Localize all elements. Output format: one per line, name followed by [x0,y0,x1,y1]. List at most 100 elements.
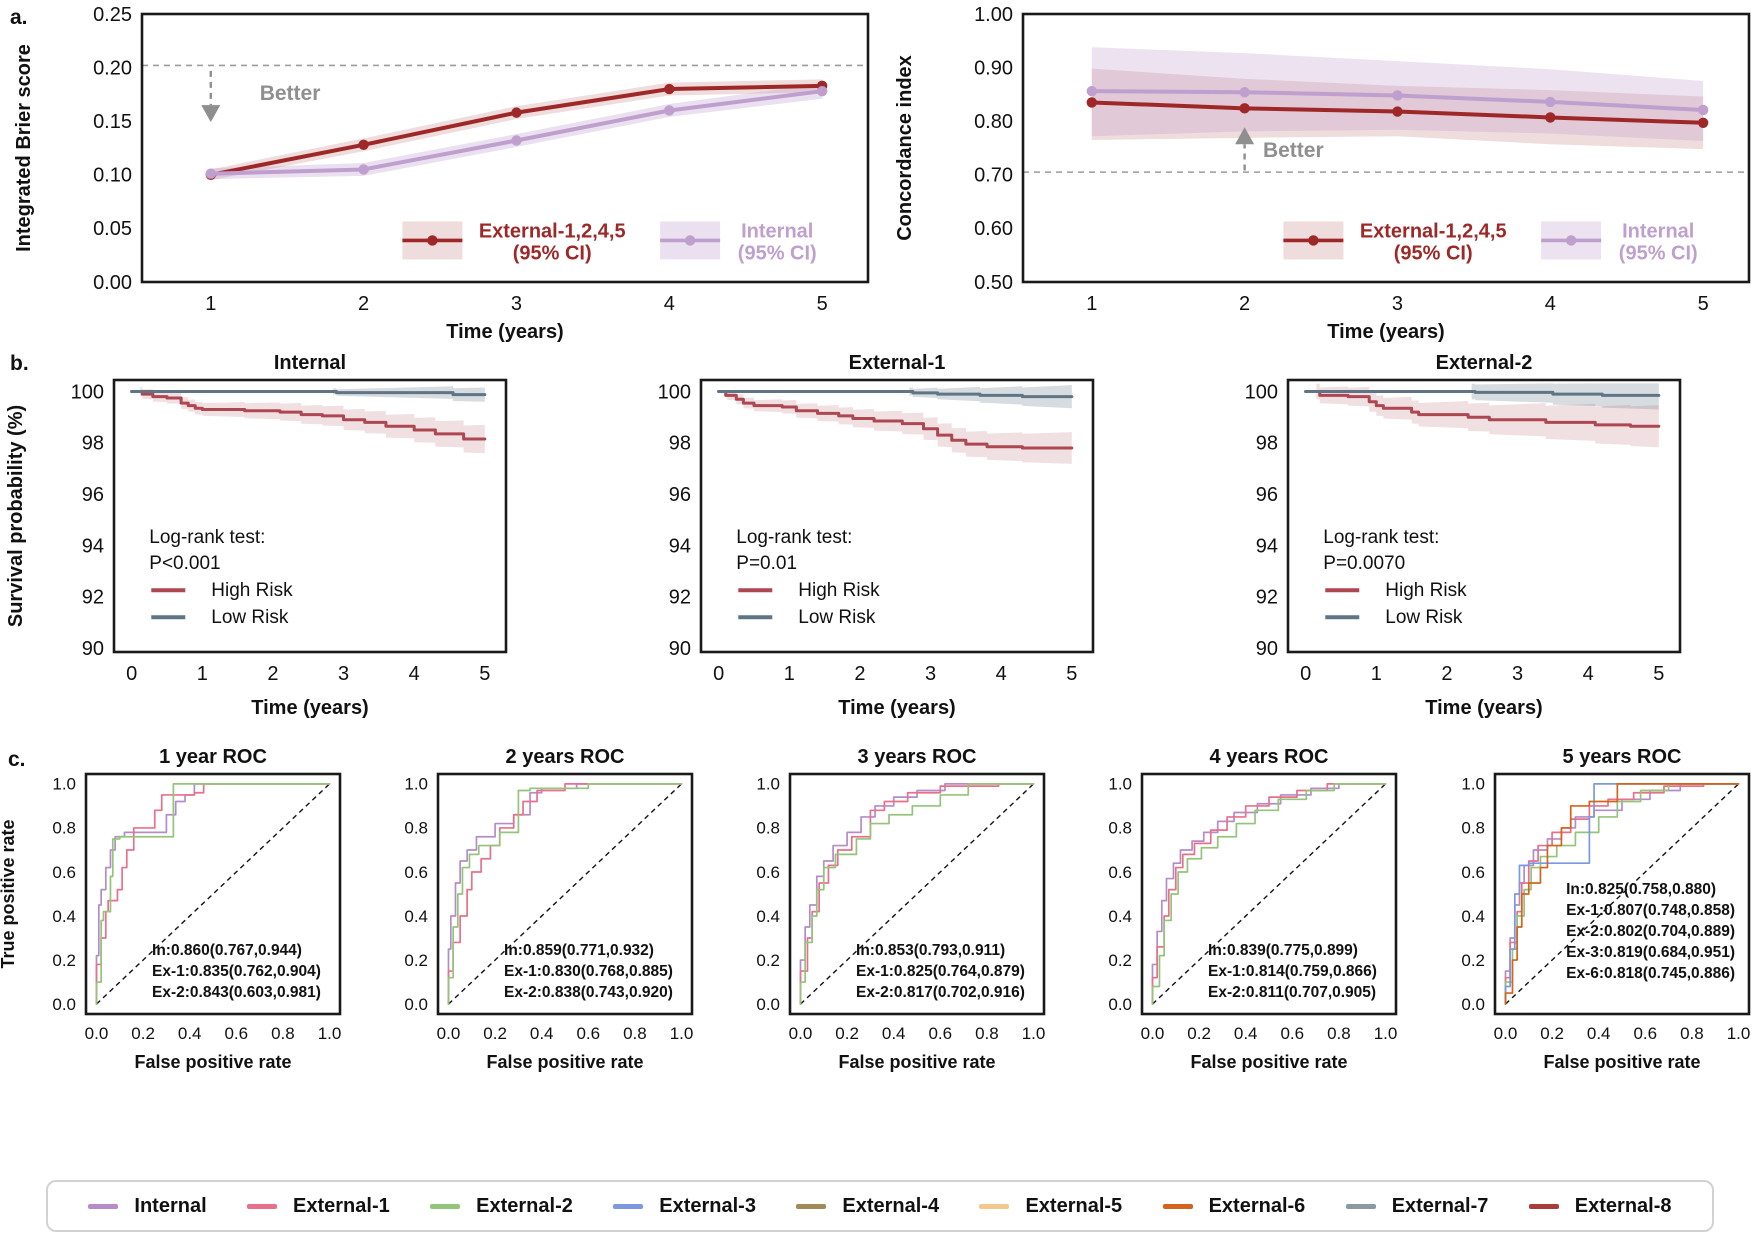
x-axis-label: False positive rate [838,1052,995,1072]
external-6-line [1504,783,1740,1005]
legend-label: External-8 [1574,1194,1672,1217]
x-tick-label: 2 [854,663,865,685]
plot-border [699,378,1095,654]
auc-annotation-line: Ex-1:0.814(0.759,0.866) [1208,963,1377,980]
auc-annotation-line: In:0.860(0.767,0.944) [152,942,302,959]
chart-title: External-1 [849,352,946,374]
y-tick-label: 1.0 [756,775,780,794]
legend-color-swatch [430,1203,461,1209]
plot-border [84,772,342,1016]
plot-border [1140,772,1398,1016]
better-label: Better [1263,139,1324,162]
internal-95-ci-marker [358,164,369,175]
y-tick-label: 0.8 [52,819,76,838]
km-legend-label: High Risk [798,580,880,601]
x-tick-label: 3 [511,293,522,315]
x-tick-label: 0.8 [623,1024,647,1043]
x-tick-label: 0.2 [483,1024,507,1043]
y-tick-label: 0.4 [52,907,76,926]
concordance-plot: 0.50 0.60 0.70 0.80 0.90 1.00 1 2 3 4 5 Time (years… [894,4,1751,343]
x-tick-label: 1.0 [1374,1024,1398,1043]
y-tick-label: 0.2 [404,951,428,970]
chart-km-external-1: 90 92 94 96 98 100 0 1 2 3 4 5 Time (years) External-… [587,350,1174,742]
y-axis-label: Survival probability (%) [5,405,27,627]
y-tick-label: 0.6 [1108,863,1132,882]
external-2-line [95,783,331,1005]
internal-line [1151,783,1387,1005]
internal-95-ci-marker [816,85,828,97]
y-tick-label: 0.6 [52,863,76,882]
km-external2-plot: 90 92 94 96 98 100 0 1 2 3 4 5 Time (years) External-… [1245,352,1682,719]
better-arrow-head [1235,127,1255,145]
brier-plot: 0.00 0.05 0.10 0.15 0.20 0.25 1 2 3 4 5 Time (years… [13,4,870,343]
auc-annotation-line: Ex-2:0.843(0.603,0.981) [152,984,321,1001]
legend-label-line1: External-1,2,4,5 [479,220,626,242]
legend-color-swatch [979,1203,1010,1209]
internal-95-ci-marker [1086,85,1097,97]
chart-roc-3-years: 0.0 0.2 0.4 0.6 0.8 1.0 0.0 0.2 0.4 0.6 0.8 1.0 Fals… [704,746,1056,1138]
km-external1-plot: 90 92 94 96 98 100 0 1 2 3 4 5 Time (years) External-… [658,352,1095,719]
x-tick-label: 4 [1545,293,1556,315]
x-tick-label: 0.2 [1540,1024,1564,1043]
y-tick-label: 1.0 [52,775,76,794]
external-1-line [95,783,331,1005]
y-tick-label: 0.60 [974,218,1013,240]
chart-roc-5-years: 0.0 0.2 0.4 0.6 0.8 1.0 0.0 0.2 0.4 0.6 0.8 1.0 Fals… [1409,746,1761,1138]
x-tick-label: 0.8 [1327,1024,1351,1043]
legend-item-external-3: External-3 [613,1195,756,1218]
x-tick-label: 2 [1239,293,1250,315]
km-legend-label: High Risk [1385,580,1467,601]
legend-label-line1: Internal [741,220,813,242]
legend-swatch-marker [1565,235,1577,246]
auc-annotation-line: Ex-1:0.807(0.748,0.858) [1566,902,1735,919]
chart-title: 1 year ROC [159,746,267,768]
y-axis-label: Integrated Brier score [13,44,35,252]
y-tick-label: 94 [82,535,104,557]
roc5-plot: 0.0 0.2 0.4 0.6 0.8 1.0 0.0 0.2 0.4 0.6 0.8 1.0 Fals… [1461,746,1750,1072]
x-tick-label: 4 [409,663,420,685]
y-tick-label: 92 [1256,587,1278,609]
internal-95-ci-marker [664,105,675,116]
x-tick-label: 3 [338,663,349,685]
chart-title: 4 years ROC [1210,746,1329,768]
y-tick-label: 94 [669,535,691,557]
x-tick-label: 0.0 [1141,1024,1165,1043]
x-tick-label: 0.2 [131,1024,155,1043]
x-tick-label: 0.0 [437,1024,461,1043]
chart-integrated-brier-score: 0.00 0.05 0.10 0.15 0.20 0.25 1 2 3 4 5 Time (years… [0,0,880,345]
auc-annotation-line: Ex-2:0.838(0.743,0.920) [504,984,673,1001]
high-risk-line [130,390,487,441]
legend-label-line1: Internal [1622,220,1694,242]
x-tick-label: 0.4 [530,1024,554,1043]
chart-title: Internal [274,352,346,374]
chart-concordance-index: 0.50 0.60 0.70 0.80 0.90 1.00 1 2 3 4 5 Time (years… [881,0,1761,345]
x-axis-label: False positive rate [134,1052,291,1072]
y-axis-label: Concordance index [894,55,916,241]
y-tick-label: 96 [1256,484,1278,506]
low-risk-line [717,390,1074,399]
y-axis-label: True positive rate [0,819,18,968]
legend-label: External-4 [842,1194,940,1217]
y-tick-label: 0.50 [974,272,1013,294]
plot-border [788,772,1046,1016]
x-tick-label: 4 [996,663,1007,685]
x-tick-label: 0.6 [928,1024,952,1043]
legend-label: External-7 [1391,1194,1489,1217]
better-arrow-head [201,105,221,123]
legend-label-line2: (95% CI) [1394,242,1473,264]
x-tick-label: 0 [126,663,137,685]
y-tick-label: 96 [669,484,691,506]
y-tick-label: 0.2 [1461,951,1485,970]
legend-item-external-1: External-1 [247,1195,390,1218]
legend-color-swatch [1162,1203,1193,1209]
auc-annotation-line: Ex-1:0.825(0.764,0.879) [856,963,1025,980]
legend-label-line1: External-1,2,4,5 [1360,220,1507,242]
legend-label: External-2 [476,1194,573,1217]
y-tick-label: 0.90 [974,57,1013,79]
chart-title: 2 years ROC [506,746,625,768]
legend-color-swatch [88,1203,119,1209]
roc1-plot: 0.0 0.2 0.4 0.6 0.8 1.0 0.0 0.2 0.4 0.6 0.8 1.0 Fals… [0,746,342,1072]
auc-annotation-line: In:0.859(0.771,0.932) [504,942,654,959]
x-axis-label: False positive rate [1190,1052,1347,1072]
y-tick-label: 0.00 [93,272,132,294]
